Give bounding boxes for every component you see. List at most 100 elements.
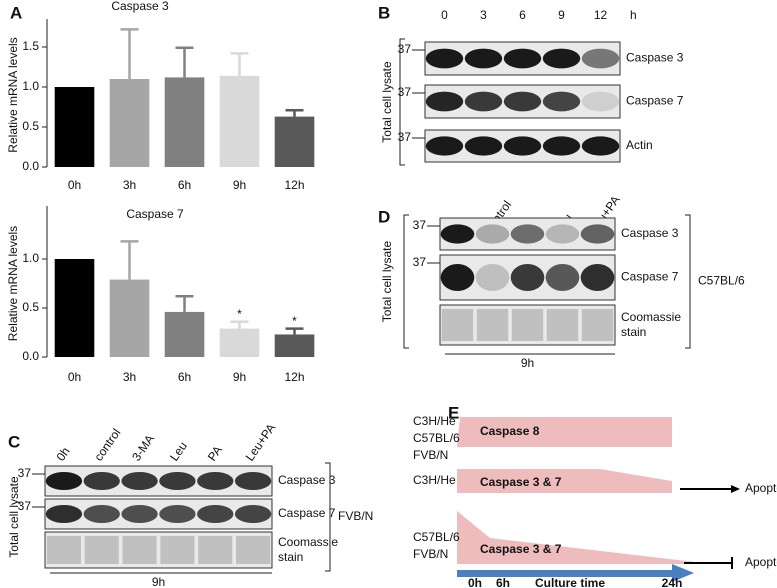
blot-box	[44, 465, 273, 497]
strain-label: FVB/N	[338, 509, 373, 523]
lane-label: 9	[558, 8, 565, 22]
bar	[109, 79, 150, 167]
strain-label: C57BL/6	[413, 431, 460, 445]
caspase-bar	[457, 417, 672, 447]
band	[440, 264, 475, 291]
chart-title: Caspase 3	[111, 0, 169, 13]
mw-marker: 37	[398, 42, 412, 56]
x-tick-label: 0h	[68, 370, 81, 384]
panel-label: A	[10, 3, 22, 22]
stain-lane	[441, 309, 474, 341]
bracket	[325, 462, 331, 572]
band	[580, 264, 615, 291]
band	[197, 505, 234, 523]
bar	[109, 279, 150, 357]
band	[83, 472, 120, 490]
band	[83, 505, 120, 523]
band	[464, 136, 503, 156]
blot-box	[44, 498, 273, 530]
time-arrow-head	[672, 564, 694, 582]
panel-label: B	[378, 3, 390, 22]
lane-label: Leu	[167, 439, 190, 463]
y-tick-label: 1.5	[22, 39, 39, 53]
strain-label: FVB/N	[413, 547, 448, 561]
stain-lane	[511, 309, 544, 341]
bar	[54, 259, 95, 357]
band	[234, 505, 272, 523]
band	[45, 505, 83, 523]
strain-label: C57BL/6	[413, 530, 460, 544]
side-label: Total cell lysate	[380, 240, 394, 322]
row-label: Caspase 7	[278, 506, 336, 520]
bar	[274, 334, 315, 357]
outcome: Apoptosis	[745, 555, 777, 569]
band	[121, 505, 158, 523]
x-tick-label: 9h	[233, 370, 246, 384]
band	[440, 224, 475, 244]
band	[503, 48, 542, 69]
x-tick-label: 0h	[68, 178, 81, 192]
y-tick-label: 1.0	[22, 79, 39, 93]
stain-lane	[198, 536, 233, 564]
mw-marker: 37	[398, 85, 412, 99]
band	[197, 472, 234, 490]
stain-lane	[84, 536, 119, 564]
side-label: Total cell lysate	[380, 61, 394, 143]
time-label: 9h	[152, 575, 165, 588]
significance: *	[292, 314, 297, 328]
lane-label: Leu+PA	[243, 421, 279, 464]
bar-label: Caspase 3 & 7	[480, 542, 562, 556]
band	[542, 91, 581, 112]
stain-lane	[122, 536, 157, 564]
band	[425, 136, 464, 156]
x-tick-label: 12h	[284, 370, 304, 384]
stain-lane	[581, 309, 614, 341]
band	[503, 91, 542, 112]
x-tick-label: 3h	[123, 370, 136, 384]
time-axis-label: 24h	[662, 576, 683, 588]
y-tick-label: 0.0	[22, 349, 39, 363]
strain-label: FVB/N	[413, 448, 448, 462]
band	[545, 224, 580, 244]
band	[464, 48, 503, 69]
x-tick-label: 12h	[284, 178, 304, 192]
time-arrow	[457, 570, 675, 577]
band	[234, 472, 272, 490]
mw-marker: 37	[413, 218, 427, 232]
y-tick-label: 0.5	[22, 119, 39, 133]
band	[542, 48, 581, 69]
stain-lane	[546, 309, 579, 341]
y-axis-label: Relative mRNA levels	[6, 37, 20, 152]
row-label: Caspase 3	[621, 226, 679, 240]
band	[581, 136, 620, 156]
row-label: stain	[621, 325, 646, 339]
bracket	[685, 214, 691, 349]
band	[159, 472, 196, 490]
bar	[54, 87, 95, 167]
strain-label: C3H/He	[413, 414, 456, 428]
band	[45, 472, 83, 490]
stain-lane	[46, 536, 81, 564]
y-tick-label: 0.0	[22, 159, 39, 173]
time-axis-label: Culture time	[535, 576, 605, 588]
outcome: Apoptosis	[745, 481, 777, 495]
strain-label: C57BL/6	[698, 274, 745, 288]
time-axis-label: 0h	[468, 576, 482, 588]
bar	[164, 77, 205, 167]
band	[581, 48, 620, 69]
panel-label: E	[448, 403, 459, 422]
mw-marker: 37	[413, 255, 427, 269]
row-label: Coomassie	[278, 535, 338, 549]
band	[475, 264, 510, 291]
time-label: 9h	[521, 356, 534, 370]
band	[464, 91, 503, 112]
bar	[164, 311, 205, 357]
band	[159, 505, 196, 523]
panel-label: D	[378, 207, 390, 226]
lane-label: 3	[480, 8, 487, 22]
bar-label: Caspase 3 & 7	[480, 475, 562, 489]
row-label: Caspase 7	[621, 270, 679, 284]
y-axis-label: Relative mRNA levels	[6, 226, 20, 341]
lane-label: 12	[594, 8, 608, 22]
